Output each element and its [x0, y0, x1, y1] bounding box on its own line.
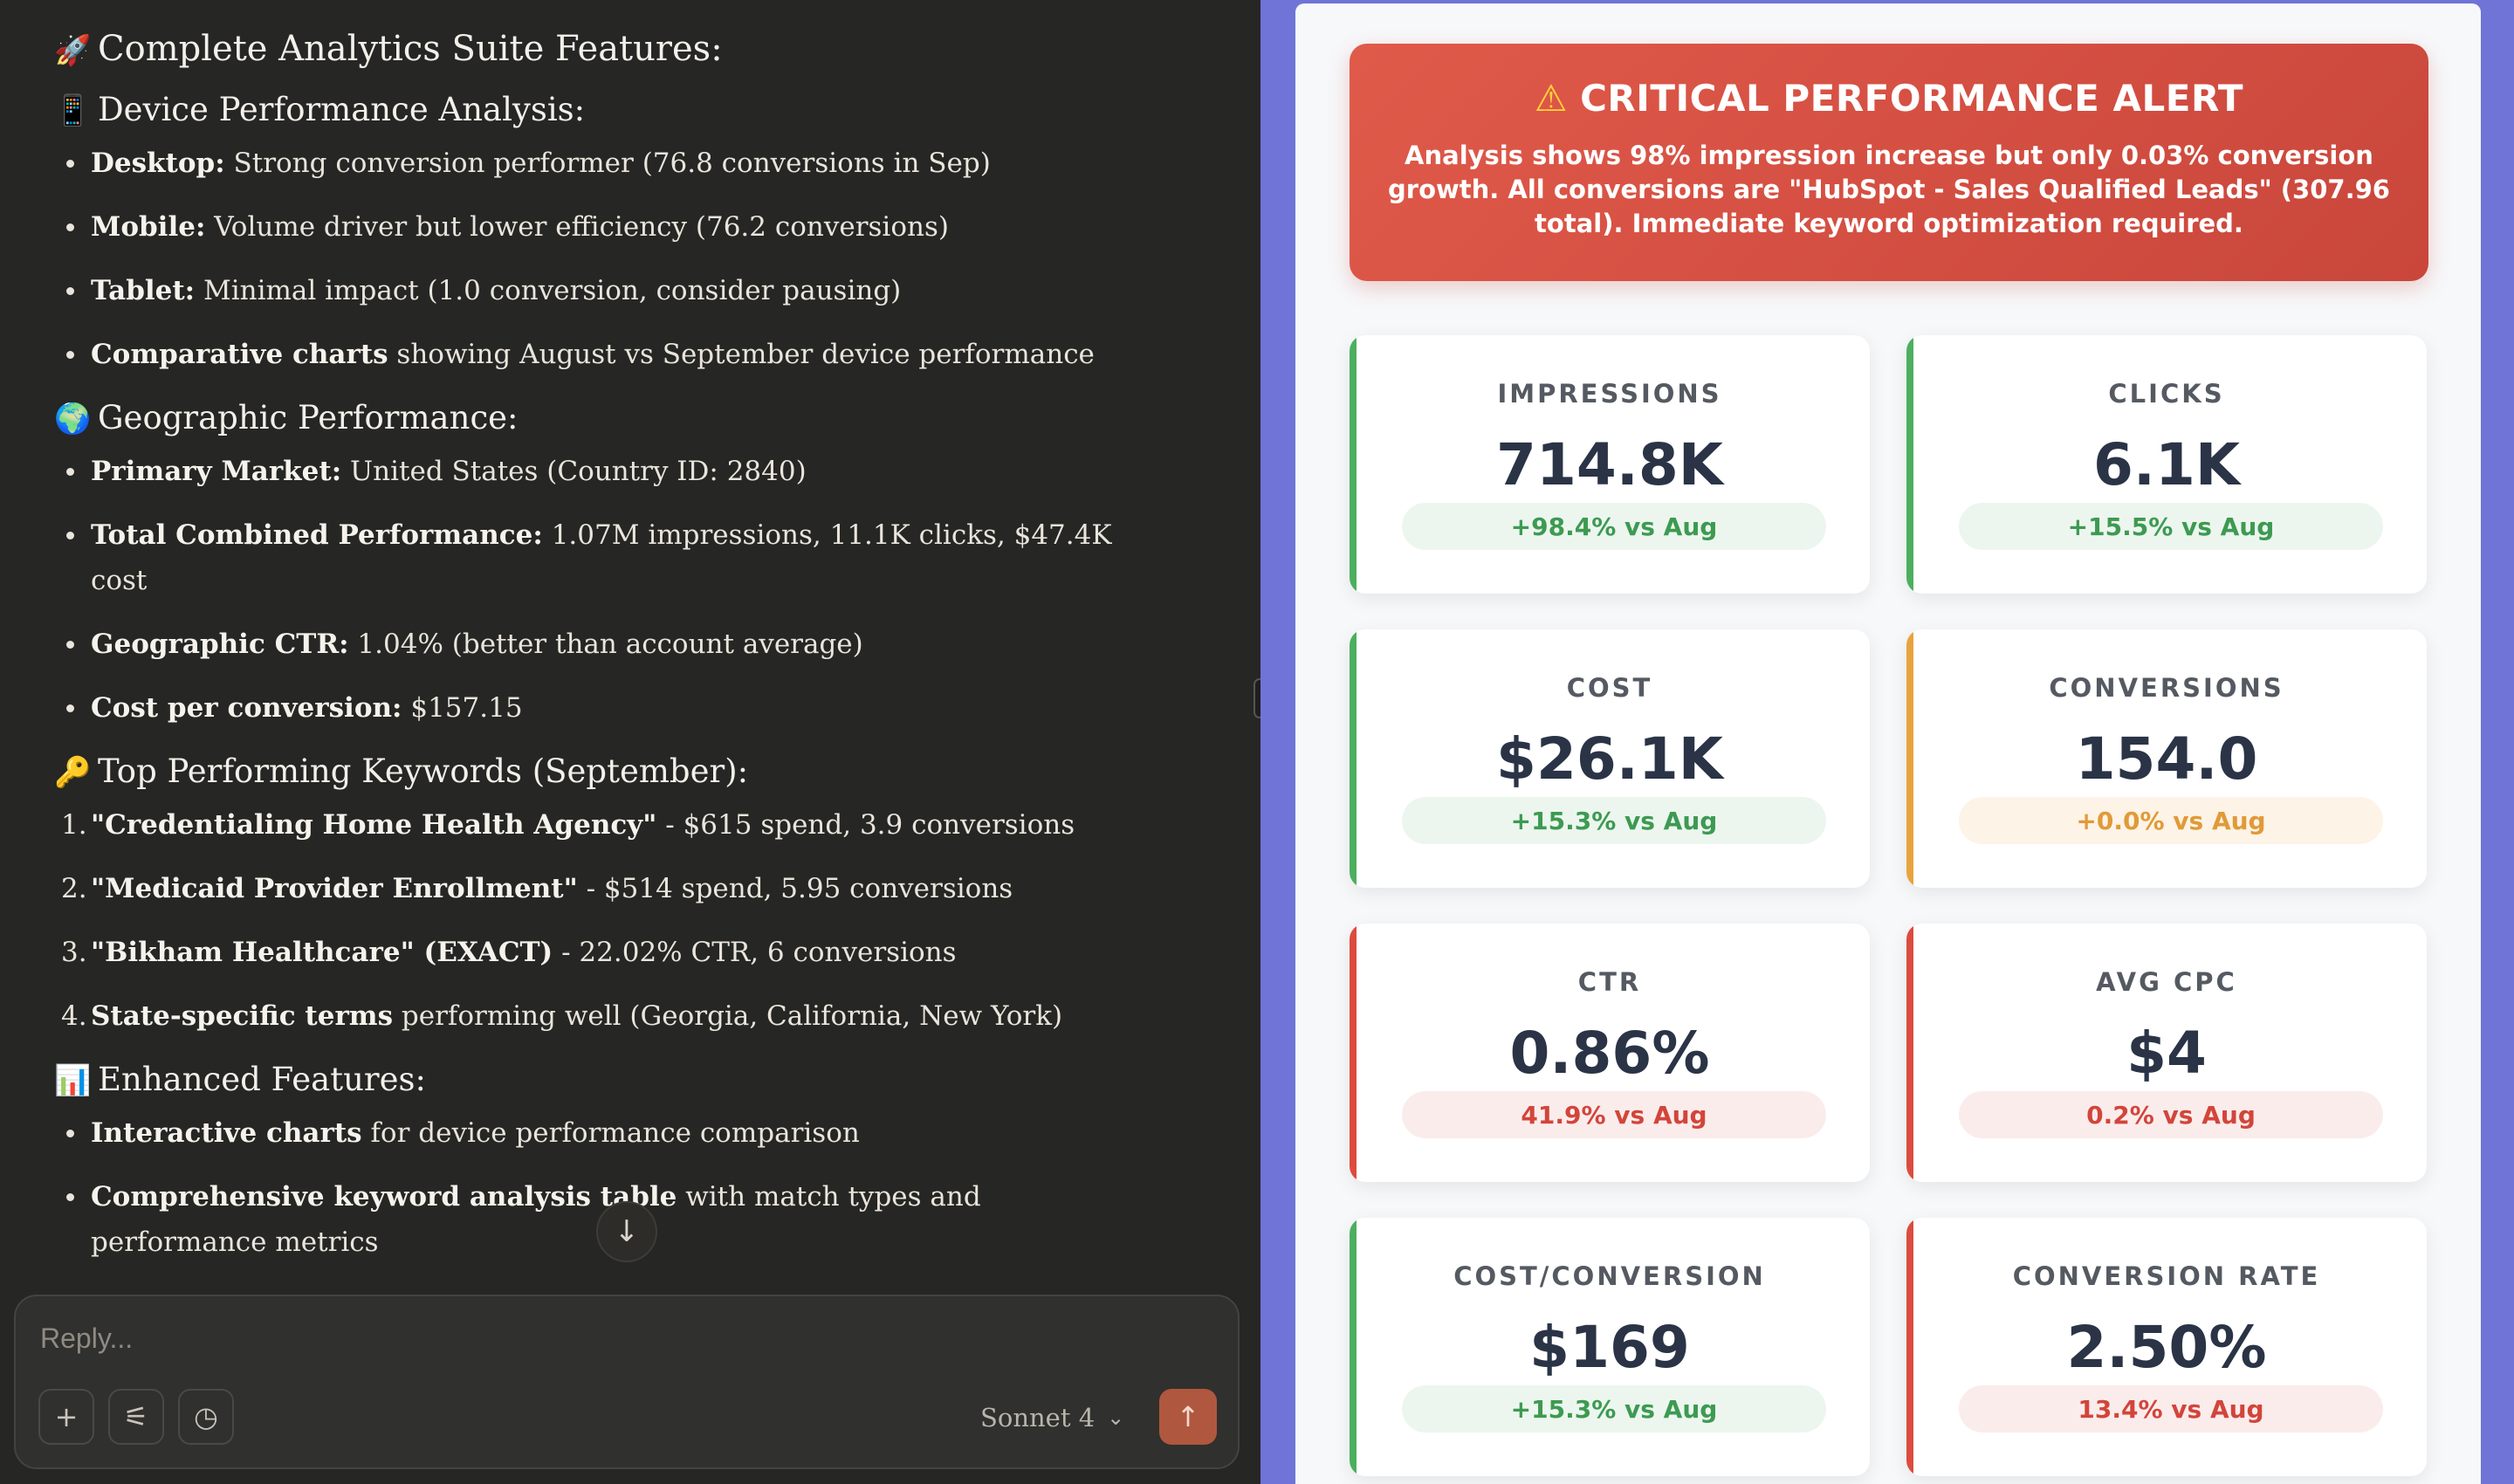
- alert-title: ⚠ CRITICAL PERFORMANCE ALERT: [1534, 77, 2244, 120]
- metric-card-impressions: IMPRESSIONS 714.8K +98.4% vs Aug: [1350, 335, 1870, 594]
- metric-label: CTR: [1577, 967, 1642, 997]
- device-list: Desktop: Strong conversion performer (76…: [54, 141, 1257, 377]
- arrow-up-icon: ↑: [1176, 1400, 1200, 1433]
- section-heading-geographic: 🌍 Geographic Performance:: [54, 395, 1257, 442]
- list-item: Primary Market: United States (Country I…: [54, 449, 1128, 494]
- list-item: 1. "Credentialing Home Health Agency" - $…: [61, 809, 1075, 841]
- list-item: Total Combined Performance: 1.07M impres…: [54, 512, 1128, 603]
- globe-icon: 🌍: [54, 402, 92, 436]
- scroll-to-bottom-button[interactable]: ↓: [596, 1201, 657, 1262]
- model-selector[interactable]: Sonnet 4 ⌄: [980, 1398, 1124, 1438]
- metric-label: CLICKS: [2108, 379, 2225, 409]
- list-item: 4. State-specific terms performing well (…: [61, 1000, 1063, 1032]
- metric-value: 2.50%: [2066, 1314, 2267, 1381]
- metric-change-badge: +15.5% vs Aug: [1959, 503, 2383, 550]
- metric-change-badge: +98.4% vs Aug: [1402, 503, 1826, 550]
- metric-value: $169: [1529, 1314, 1690, 1381]
- geographic-list: Primary Market: United States (Country I…: [54, 449, 1257, 731]
- tools-button[interactable]: ⚟: [108, 1389, 164, 1445]
- metric-change-badge: 41.9% vs Aug: [1402, 1091, 1826, 1138]
- list-item: Tablet: Minimal impact (1.0 conversion, …: [54, 268, 1128, 313]
- metric-card-avg-cpc: AVG CPC $4 0.2% vs Aug: [1906, 924, 2427, 1182]
- metric-card-conversions: CONVERSIONS 154.0 +0.0% vs Aug: [1906, 629, 2427, 888]
- metric-change-badge: +15.3% vs Aug: [1402, 797, 1826, 844]
- section-heading-device: 📱 Device Performance Analysis:: [54, 87, 1257, 134]
- list-item: Cost per conversion: $157.15: [54, 685, 1128, 731]
- list-item: 2. "Medicaid Provider Enrollment" - $514 …: [61, 873, 1013, 904]
- clock-icon: ◷: [194, 1400, 218, 1433]
- metric-change-badge: 0.2% vs Aug: [1959, 1091, 2383, 1138]
- metric-card-cost-per-conversion: COST/CONVERSION $169 +15.3% vs Aug: [1350, 1218, 1870, 1476]
- metric-label: CONVERSION RATE: [2012, 1261, 2321, 1291]
- metric-value: 0.86%: [1509, 1020, 1710, 1087]
- metric-card-cost: COST $26.1K +15.3% vs Aug: [1350, 629, 1870, 888]
- metric-change-badge: +0.0% vs Aug: [1959, 797, 2383, 844]
- metric-label: COST/CONVERSION: [1453, 1261, 1766, 1291]
- metric-change-badge: 13.4% vs Aug: [1959, 1385, 2383, 1432]
- metric-change-badge: +15.3% vs Aug: [1402, 1385, 1826, 1432]
- send-button[interactable]: ↑: [1159, 1389, 1217, 1445]
- rocket-icon: 🚀: [54, 33, 92, 68]
- artifact-preview-pane: ⚠ CRITICAL PERFORMANCE ALERT Analysis sho…: [1260, 0, 2514, 1484]
- metric-value: $4: [2126, 1020, 2207, 1087]
- metric-label: AVG CPC: [2096, 967, 2237, 997]
- metric-value: 714.8K: [1496, 431, 1723, 498]
- metric-card-conversion-rate: CONVERSION RATE 2.50% 13.4% vs Aug: [1906, 1218, 2427, 1476]
- enhanced-list: Interactive charts for device performanc…: [54, 1110, 1257, 1265]
- list-item: Mobile: Volume driver but lower efficien…: [54, 204, 1128, 250]
- plus-icon: +: [54, 1400, 79, 1433]
- metric-card-clicks: CLICKS 6.1K +15.5% vs Aug: [1906, 335, 2427, 594]
- key-icon: 🔑: [54, 755, 92, 790]
- metric-value: $26.1K: [1496, 725, 1723, 793]
- bar-chart-icon: 📊: [54, 1063, 92, 1098]
- metric-value: 6.1K: [2092, 431, 2241, 498]
- section-heading-keywords: 🔑 Top Performing Keywords (September):: [54, 749, 1257, 795]
- reply-composer: + ⚟ ◷ Sonnet 4 ⌄ ↑: [14, 1295, 1240, 1469]
- arrow-down-icon: ↓: [614, 1214, 640, 1249]
- metric-value: 154.0: [2075, 725, 2258, 793]
- mobile-phone-icon: 📱: [54, 93, 92, 128]
- list-item: Interactive charts for device performanc…: [54, 1110, 1128, 1156]
- add-attachment-button[interactable]: +: [38, 1389, 94, 1445]
- chevron-down-icon: ⌄: [1107, 1405, 1125, 1430]
- metric-label: COST: [1566, 673, 1653, 703]
- metric-label: IMPRESSIONS: [1497, 379, 1722, 409]
- alert-message: Analysis shows 98% impression increase b…: [1388, 141, 2390, 238]
- list-item: Desktop: Strong conversion performer (76…: [54, 141, 1128, 186]
- critical-alert-banner: ⚠ CRITICAL PERFORMANCE ALERT Analysis sho…: [1350, 44, 2428, 281]
- keywords-list: 1. "Credentialing Home Health Agency" - $…: [54, 802, 1257, 1039]
- chat-pane: 🚀 Complete Analytics Suite Features: 📱 Dev…: [0, 0, 1257, 1469]
- section-heading-enhanced: 📊 Enhanced Features:: [54, 1057, 1257, 1103]
- list-item: 3. "Bikham Healthcare" (EXACT) - 22.02% C…: [61, 937, 957, 968]
- dashboard: ⚠ CRITICAL PERFORMANCE ALERT Analysis sho…: [1295, 3, 2481, 1484]
- history-button[interactable]: ◷: [178, 1389, 234, 1445]
- reply-input[interactable]: [40, 1316, 1175, 1361]
- warning-icon: ⚠: [1534, 77, 1569, 120]
- list-item: Comparative charts showing August vs Sep…: [54, 332, 1128, 377]
- metric-label: CONVERSIONS: [2049, 673, 2284, 703]
- list-item: Geographic CTR: 1.04% (better than accou…: [54, 622, 1128, 667]
- metric-card-ctr: CTR 0.86% 41.9% vs Aug: [1350, 924, 1870, 1182]
- model-name: Sonnet 4: [980, 1403, 1096, 1432]
- message-title: 🚀 Complete Analytics Suite Features:: [54, 24, 1257, 75]
- list-item: Comprehensive keyword analysis table wit…: [54, 1174, 1128, 1265]
- chat-transcript[interactable]: 🚀 Complete Analytics Suite Features: 📱 Dev…: [0, 0, 1257, 1292]
- sliders-icon: ⚟: [123, 1400, 149, 1433]
